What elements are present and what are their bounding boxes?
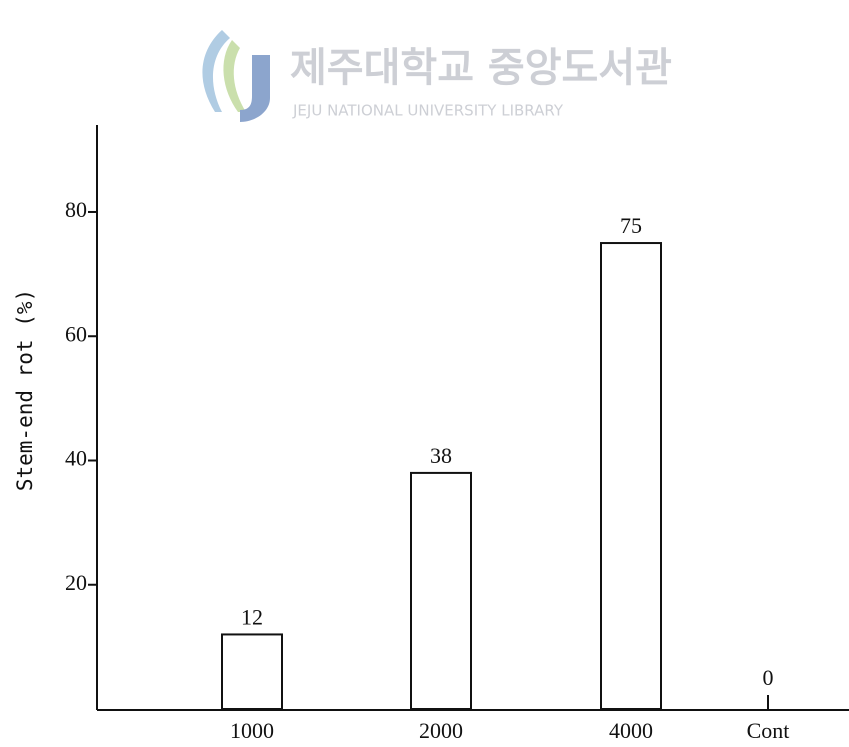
x-tick-label: 2000 bbox=[419, 718, 463, 743]
y-tick-label: 20 bbox=[65, 570, 87, 595]
bar bbox=[600, 242, 662, 711]
x-tick-label: 1000 bbox=[230, 718, 274, 743]
watermark-title: 제주대학교 중앙도서관 bbox=[290, 45, 672, 91]
bar bbox=[410, 471, 472, 710]
value-label: 12 bbox=[241, 604, 263, 629]
watermark-subtitle: JEJU NATIONAL UNIVERSITY LIBRARY bbox=[292, 102, 564, 120]
y-tick-label: 80 bbox=[65, 197, 87, 222]
x-tick-label: Cont bbox=[747, 718, 790, 743]
value-label: 38 bbox=[430, 443, 452, 468]
y-tick-label: 40 bbox=[65, 446, 87, 471]
bar bbox=[221, 633, 283, 711]
x-tick-label: 4000 bbox=[609, 718, 653, 743]
logo-leaf bbox=[223, 40, 246, 112]
value-label: 75 bbox=[620, 213, 642, 238]
y-axis-label: Stem-end rot (%) bbox=[13, 289, 37, 491]
watermark: 제주대학교 중앙도서관 JEJU NATIONAL UNIVERSITY LIB… bbox=[202, 30, 672, 122]
value-label: 0 bbox=[763, 665, 774, 690]
logo-j bbox=[240, 55, 270, 122]
y-tick-label: 60 bbox=[65, 321, 87, 346]
logo-leaf bbox=[202, 30, 230, 112]
